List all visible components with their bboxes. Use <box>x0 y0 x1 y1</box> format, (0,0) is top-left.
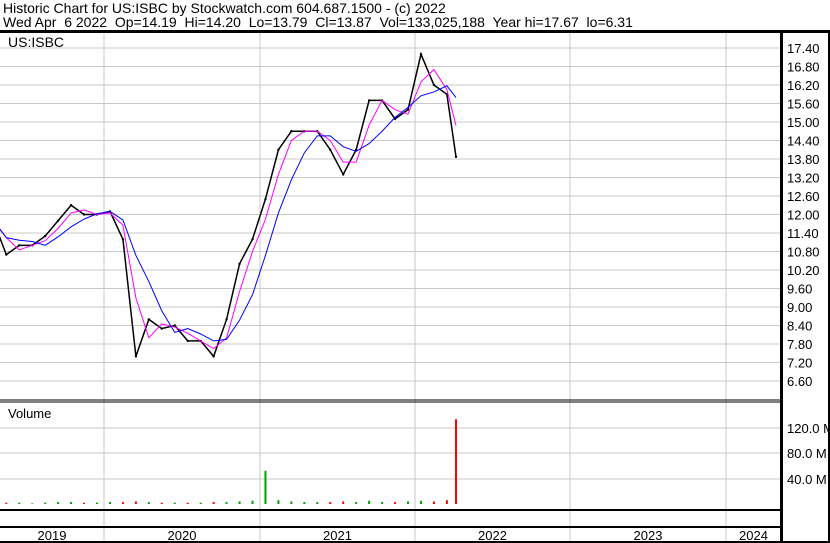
volume-tick-label: 80.0 M <box>787 446 827 461</box>
price-point <box>342 173 345 176</box>
price-tick-label: 9.60 <box>787 282 812 297</box>
price-point <box>367 99 371 102</box>
year-label: 2024 <box>739 528 768 543</box>
price-point <box>134 355 138 358</box>
price-tick-label: 17.40 <box>787 41 820 56</box>
price-point <box>225 318 228 321</box>
volume-label: Volume <box>8 406 51 421</box>
price-tick-label: 9.00 <box>787 300 812 315</box>
price-tick-label: 7.80 <box>787 337 812 352</box>
price-point <box>406 108 410 111</box>
price-tick-label: 15.00 <box>787 115 820 130</box>
price-point <box>264 197 267 201</box>
price-point <box>186 339 189 343</box>
price-tick-label: 12.60 <box>787 189 820 204</box>
price-tick-label: 11.40 <box>787 226 819 241</box>
price-point <box>432 83 436 87</box>
price-tick-label: 10.80 <box>787 245 820 260</box>
price-point <box>454 155 458 159</box>
year-label: 2019 <box>38 528 67 543</box>
price-point <box>56 219 60 222</box>
right-border <box>828 31 830 543</box>
price-tick-label: 12.00 <box>787 208 820 223</box>
price-point <box>419 52 423 56</box>
price-point <box>277 148 280 151</box>
price-point <box>147 318 151 321</box>
price-point <box>354 148 358 151</box>
price-tick-label: 6.60 <box>787 374 812 389</box>
price-point <box>238 262 241 266</box>
price-point <box>212 355 215 358</box>
price-point <box>43 234 47 238</box>
ma-short-line <box>0 68 457 350</box>
price-tick-label: 8.40 <box>787 319 812 334</box>
price-point <box>173 324 176 327</box>
year-label: 2020 <box>168 528 197 543</box>
price-tick-label: 16.80 <box>787 60 820 75</box>
price-tick-label: 15.60 <box>787 97 820 112</box>
volume-tick-label: 40.0 M <box>787 472 827 487</box>
price-point <box>82 213 86 216</box>
year-label: 2023 <box>634 528 663 543</box>
symbol-label: US:ISBC <box>8 34 64 50</box>
price-point <box>69 204 73 207</box>
price-tick-label: 16.20 <box>787 78 820 93</box>
price-tick-label: 14.40 <box>787 134 820 149</box>
year-label: 2021 <box>323 528 352 543</box>
price-point <box>329 148 332 151</box>
price-point <box>290 130 293 133</box>
price-point <box>121 237 125 241</box>
price-tick-label: 10.20 <box>787 263 820 278</box>
price-point <box>251 237 254 241</box>
price-point <box>18 244 21 247</box>
ma-long-line <box>0 85 457 342</box>
volume-tick-label: 120.0 M <box>787 421 830 436</box>
year-label: 2022 <box>478 528 507 543</box>
chart-title: Historic Chart for US:ISBC by Stockwatch… <box>3 0 446 16</box>
price-tick-label: 7.20 <box>787 356 812 371</box>
quote-line: Wed Apr 6 2022 Op=14.19 Hi=14.20 Lo=13.7… <box>3 14 633 30</box>
price-tick-label: 13.80 <box>787 152 820 167</box>
price-point <box>5 253 8 256</box>
bottom-border <box>0 541 830 543</box>
price-point <box>160 327 163 330</box>
price-tick-label: 13.20 <box>787 171 820 186</box>
